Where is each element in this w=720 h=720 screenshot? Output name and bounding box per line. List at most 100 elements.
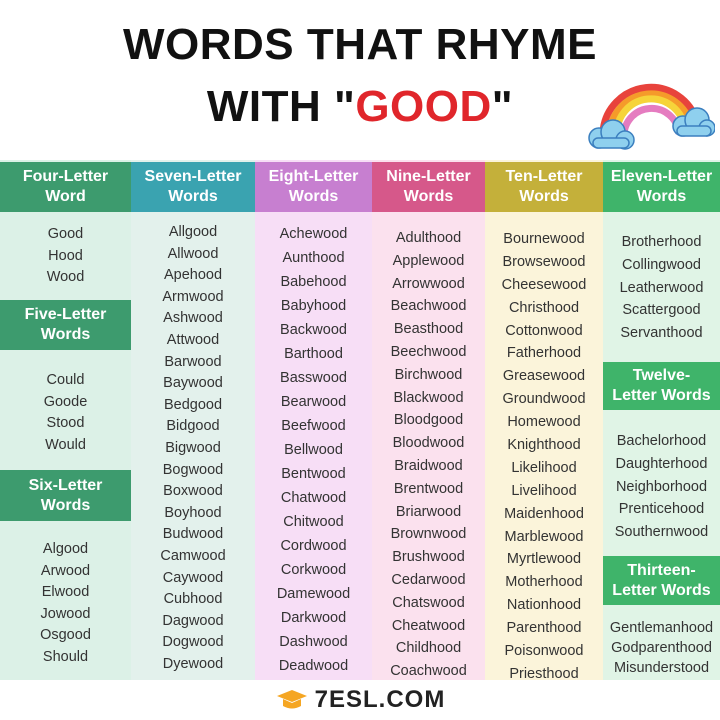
word-item: Fatherhood bbox=[506, 345, 582, 362]
footer: 7ESL.COM bbox=[0, 680, 720, 720]
word-item: Marblewood bbox=[504, 528, 584, 545]
word-item: Camwood bbox=[160, 547, 226, 564]
word-item: Bearwood bbox=[280, 394, 347, 410]
word-item: Arrowwood bbox=[392, 275, 465, 292]
word-item: Greasewood bbox=[502, 368, 586, 385]
section-header-line: Words bbox=[168, 188, 218, 205]
word-item: Chatswood bbox=[392, 594, 465, 611]
word-item: Livelihood bbox=[511, 482, 577, 499]
word-item: Brentwood bbox=[393, 480, 464, 497]
word-item: Hood bbox=[48, 247, 83, 264]
word-item: Groundwood bbox=[502, 391, 586, 408]
word-item: Birchwood bbox=[394, 366, 463, 383]
section-header-line: Seven-Letter bbox=[144, 168, 242, 185]
word-item: Deadwood bbox=[278, 658, 349, 674]
section-header-line: Six-Letter bbox=[28, 476, 103, 494]
word-item: Browsewood bbox=[502, 253, 586, 270]
word-item: Knighthood bbox=[507, 437, 581, 454]
section-header: Thirteen- Letter Words bbox=[603, 556, 720, 605]
column-0: Four-Letter Word Good Hood Wood Five-Letter Wo… bbox=[0, 160, 131, 680]
section-header-line: Words bbox=[40, 326, 91, 343]
section-header: Six-Letter Words bbox=[0, 470, 131, 521]
word-item: Good bbox=[47, 226, 84, 242]
section-header-line: Words bbox=[636, 188, 687, 205]
section-header-line: Words bbox=[519, 188, 569, 205]
word-list: Allgood Allwood Apehood Armwood Ashwood Attwo… bbox=[131, 222, 255, 675]
word-item: Bogwood bbox=[162, 461, 224, 478]
word-item: Barthood bbox=[284, 346, 343, 362]
word-item: Corkwood bbox=[280, 562, 347, 578]
section-header-line: Nine-Letter bbox=[386, 168, 471, 185]
word-item: Damewood bbox=[276, 586, 351, 602]
word-item: Childhood bbox=[395, 640, 462, 657]
section-header: Four-Letter Word bbox=[0, 162, 131, 212]
word-item: Apehood bbox=[163, 267, 223, 284]
word-item: Beechwood bbox=[390, 343, 467, 360]
word-item: Barwood bbox=[164, 353, 222, 370]
word-item: Beasthood bbox=[393, 321, 464, 338]
word-item: Darkwood bbox=[280, 610, 347, 626]
footer-logo: 7ESL.COM bbox=[314, 686, 446, 713]
section-header-line: Five-Letter bbox=[24, 306, 107, 323]
word-item: Brushwood bbox=[392, 549, 465, 566]
word-list: Algood Arwood Elwood Jowood Osgood Should bbox=[0, 539, 131, 669]
word-item: Bachelorhood bbox=[616, 433, 707, 449]
title-prefix: WITH " bbox=[206, 82, 356, 131]
word-item: Achewood bbox=[279, 226, 348, 242]
word-item: Baywood bbox=[163, 375, 223, 392]
word-item: Priesthood bbox=[509, 665, 579, 682]
word-list: Good Hood Wood bbox=[0, 224, 131, 289]
word-item: Southernwood bbox=[614, 524, 709, 541]
section-header-line: Thirteen- bbox=[627, 561, 696, 579]
column-1: Seven-Letter Words Allgood Allwood Apehood Ar… bbox=[131, 160, 255, 680]
word-item: Braidwood bbox=[394, 457, 463, 474]
section-header-line: Twelve- bbox=[632, 367, 691, 384]
word-item: Arwood bbox=[40, 562, 91, 579]
word-item: Briarwood bbox=[395, 503, 462, 520]
word-item: Collingwood bbox=[622, 256, 701, 273]
column-3: Nine-Letter Words Adulthood Applewood Arroww… bbox=[372, 160, 485, 680]
word-list: Achewood Aunthood Babehood Babyhood Backwood… bbox=[255, 222, 372, 678]
section-header-line: Letter Words bbox=[612, 581, 711, 599]
title-line-2: WITH "GOOD" bbox=[0, 82, 720, 132]
word-item: Would bbox=[45, 436, 86, 453]
word-item: Aunthood bbox=[282, 250, 345, 266]
section-header: Nine-Letter Words bbox=[372, 162, 485, 212]
word-item: Chatwood bbox=[280, 490, 347, 506]
word-item: Should bbox=[42, 648, 89, 665]
word-item: Bedgood bbox=[163, 396, 223, 413]
word-item: Bidgood bbox=[166, 418, 220, 435]
word-item: Beefwood bbox=[281, 418, 346, 434]
word-item: Jowood bbox=[40, 605, 91, 622]
word-item: Leatherwood bbox=[619, 279, 704, 296]
word-item: Algood bbox=[42, 541, 89, 557]
section-header: Eight-Letter Words bbox=[255, 162, 372, 212]
word-item: Armwood bbox=[162, 288, 224, 305]
word-item: Goode bbox=[43, 393, 88, 410]
word-item: Basswood bbox=[280, 370, 347, 386]
word-item: Dashwood bbox=[279, 634, 348, 650]
word-item: Cottonwood bbox=[505, 322, 583, 339]
word-item: Elwood bbox=[41, 584, 90, 601]
word-item: Dyewood bbox=[162, 655, 224, 672]
word-item: Neighborhood bbox=[615, 478, 708, 495]
word-item: Babyhood bbox=[280, 298, 347, 314]
title-suffix: " bbox=[491, 82, 514, 131]
word-item: Prenticehood bbox=[618, 501, 705, 518]
section-header-line: Letter Words bbox=[612, 387, 711, 404]
word-item: Bournewood bbox=[503, 231, 585, 247]
word-item: Cubhood bbox=[163, 591, 223, 608]
word-item: Stood bbox=[46, 415, 85, 432]
column-4: Ten-Letter Words Bournewood Browsewood Chees… bbox=[485, 160, 603, 682]
word-item: Babehood bbox=[280, 274, 347, 290]
word-item: Nationhood bbox=[506, 597, 582, 614]
section-header: Twelve- Letter Words bbox=[603, 362, 720, 410]
rainbow-cloud-illustration bbox=[588, 83, 715, 150]
word-item: Likelihood bbox=[511, 459, 577, 476]
word-item: Allwood bbox=[167, 245, 219, 262]
word-item: Cedarwood bbox=[391, 571, 466, 588]
word-item: Maidenhood bbox=[504, 505, 584, 522]
section-header: Ten-Letter Words bbox=[485, 162, 603, 212]
word-item: Boxwood bbox=[163, 483, 223, 500]
word-item: Adulthood bbox=[395, 230, 462, 246]
